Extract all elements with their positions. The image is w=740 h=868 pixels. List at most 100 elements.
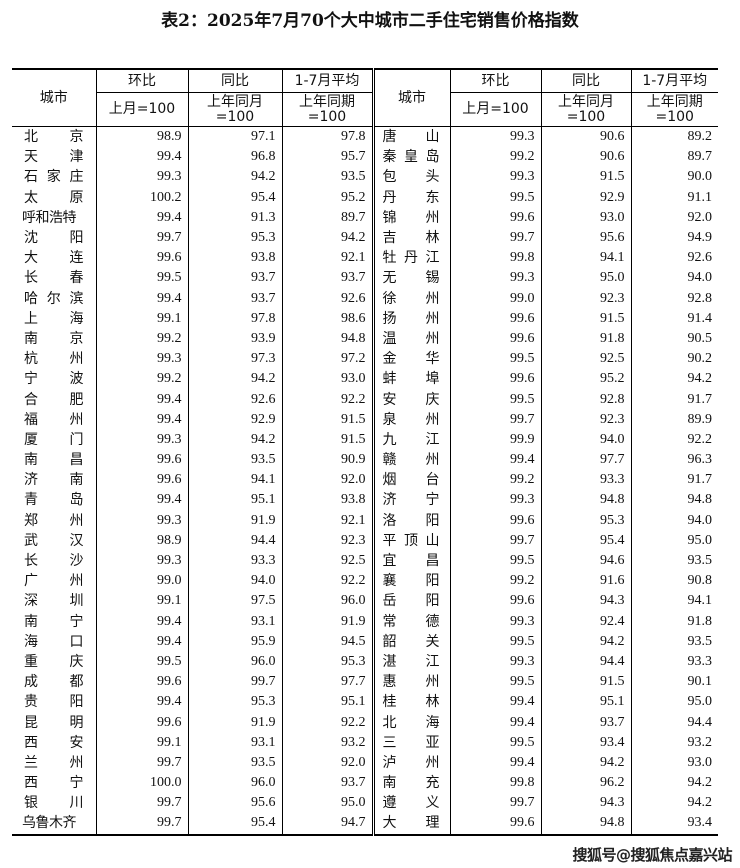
city-name: 泸州 <box>382 754 440 771</box>
avg-value: 94.2 <box>687 775 713 791</box>
avg-value: 90.0 <box>687 169 713 185</box>
yoy-value: 94.0 <box>188 571 283 592</box>
avg-value: 93.3 <box>687 653 713 669</box>
avg-value: 95.3 <box>282 651 375 673</box>
city-name: 赣州 <box>382 452 440 469</box>
yoy-value: 92.6 <box>188 389 283 410</box>
city-name: 上海 <box>24 310 84 327</box>
avg-value: 91.1 <box>687 189 713 205</box>
avg-value: 92.0 <box>282 470 375 491</box>
yoy-value: 94.6 <box>541 550 632 572</box>
city-cell: 大理 <box>373 813 451 835</box>
yoy-base-line1: 上年同月 <box>207 93 263 110</box>
yoy-value: 91.8 <box>541 328 632 350</box>
avg-value: 91.7 <box>687 391 713 407</box>
avg-value: 92.5 <box>282 550 375 572</box>
yoy-value: 93.7 <box>188 268 283 289</box>
table-row: 合肥 99.4 92.6 92.2 安庆 99.5 92.8 91.7 <box>12 389 718 410</box>
yoy-value: 97.7 <box>541 450 632 471</box>
avg-base-line2: =100 <box>655 108 694 125</box>
yoy-value: 93.3 <box>541 470 632 491</box>
city-cell: 宁波 <box>12 369 97 390</box>
city-name: 大理 <box>382 815 440 832</box>
avg-value: 95.7 <box>282 147 375 168</box>
table-row: 南昌 99.6 93.5 90.9 赣州 99.4 97.7 96.3 <box>12 450 718 471</box>
avg-value: 90.8 <box>687 573 713 589</box>
avg-value: 95.0 <box>282 793 375 814</box>
mom-value: 99.7 <box>450 530 542 551</box>
city-cell: 扬州 <box>373 308 451 329</box>
yoy-value: 90.6 <box>541 126 632 148</box>
city-cell: 沈阳 <box>12 227 97 249</box>
mom-value: 99.6 <box>450 369 542 390</box>
city-cell: 襄阳 <box>373 571 451 592</box>
avg-value: 93.7 <box>282 268 375 289</box>
avg-value: 94.9 <box>687 230 713 246</box>
mom-value: 99.2 <box>450 147 542 168</box>
yoy-value: 96.2 <box>541 773 632 794</box>
city-name: 北京 <box>24 129 84 146</box>
avg-value: 94.7 <box>282 813 375 835</box>
avg-value: 93.0 <box>687 754 713 770</box>
city-cell: 常德 <box>373 611 451 632</box>
table-row: 大连 99.6 93.8 92.1 牡丹江 99.8 94.1 92.6 <box>12 248 718 269</box>
table-row: 哈尔滨 99.4 93.7 92.6 徐州 99.0 92.3 92.8 <box>12 288 718 309</box>
city-cell: 上海 <box>12 308 97 329</box>
city-name: 重庆 <box>24 653 84 670</box>
city-name: 武汉 <box>24 532 84 549</box>
table-row: 长沙 99.3 93.3 92.5 宜昌 99.5 94.6 93.5 <box>12 550 718 572</box>
city-cell: 唐山 <box>373 126 451 148</box>
city-name: 济宁 <box>382 492 440 509</box>
mom-value: 98.9 <box>96 126 189 148</box>
mom-value: 99.1 <box>96 308 189 329</box>
yoy-value: 97.8 <box>188 308 283 329</box>
table-row: 海口 99.4 95.9 94.5 韶关 99.5 94.2 93.5 <box>12 631 718 652</box>
city-name: 三亚 <box>382 734 440 751</box>
city-cell: 哈尔滨 <box>12 288 97 309</box>
city-name: 贵阳 <box>24 694 84 711</box>
header-yoy-base-left: 上年同月 =100 <box>188 92 283 127</box>
mom-value: 99.7 <box>96 813 189 835</box>
avg-base-line1: 上年同期 <box>646 93 703 110</box>
yoy-value: 94.2 <box>188 167 283 188</box>
mom-value: 99.4 <box>450 450 542 471</box>
city-name: 兰州 <box>24 754 84 771</box>
city-name: 安庆 <box>382 391 440 408</box>
mom-value: 99.5 <box>96 268 189 289</box>
yoy-value: 92.9 <box>188 409 283 430</box>
city-cell: 徐州 <box>373 288 451 309</box>
avg-value: 92.3 <box>282 530 375 551</box>
header-yoy-left: 同比 <box>188 69 283 93</box>
table-row: 北京 98.9 97.1 97.8 唐山 99.3 90.6 89.2 <box>12 126 718 148</box>
yoy-value: 94.8 <box>541 490 632 511</box>
city-cell: 济南 <box>12 470 97 491</box>
mom-value: 99.7 <box>96 227 189 249</box>
city-name: 包头 <box>382 169 440 186</box>
yoy-value: 95.2 <box>541 369 632 390</box>
mom-value: 99.5 <box>450 550 542 572</box>
mom-value: 99.6 <box>96 248 189 269</box>
mom-value: 99.4 <box>96 409 189 430</box>
avg-value: 92.8 <box>687 290 713 306</box>
yoy-value: 92.8 <box>541 389 632 410</box>
header-mom-base-left: 上月=100 <box>96 92 189 127</box>
city-cell: 兰州 <box>12 752 97 773</box>
table-row: 西宁 100.0 96.0 93.7 南充 99.8 96.2 94.2 <box>12 773 718 794</box>
avg-value: 94.2 <box>687 795 713 811</box>
city-name: 广州 <box>24 573 84 590</box>
city-cell: 郑州 <box>12 510 97 531</box>
city-cell: 泸州 <box>373 752 451 773</box>
city-name: 青岛 <box>24 492 84 509</box>
city-cell: 重庆 <box>12 651 97 673</box>
yoy-value: 91.5 <box>541 167 632 188</box>
yoy-value: 93.7 <box>541 712 632 733</box>
yoy-value: 95.4 <box>541 530 632 551</box>
mom-value: 99.9 <box>450 429 542 450</box>
mom-value: 99.6 <box>96 470 189 491</box>
city-cell: 北海 <box>373 712 451 733</box>
mom-value: 99.3 <box>450 268 542 289</box>
avg-value: 91.4 <box>687 310 713 326</box>
avg-value: 94.0 <box>687 512 713 528</box>
yoy-value: 91.5 <box>541 308 632 329</box>
mom-value: 99.4 <box>450 692 542 713</box>
